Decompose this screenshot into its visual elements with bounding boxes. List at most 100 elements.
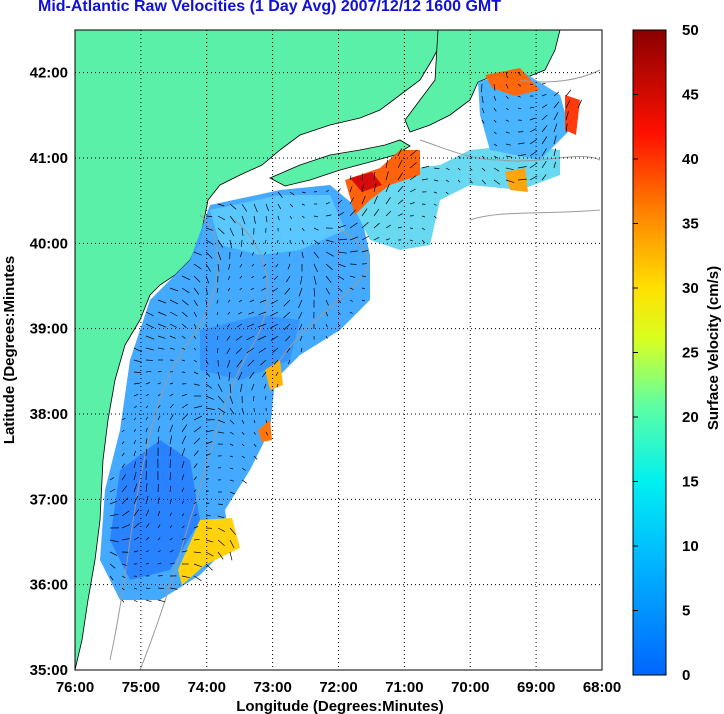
velocity-arrow (169, 549, 174, 553)
velocity-arrow (313, 287, 316, 297)
velocity-arrow (193, 335, 197, 339)
velocity-arrow (133, 359, 143, 363)
velocity-arrow (145, 509, 150, 517)
velocity-arrow (109, 551, 118, 556)
velocity-arrow (313, 275, 317, 285)
longitude-tick-label: 76:00 (56, 679, 94, 696)
velocity-arrow (283, 323, 291, 330)
velocity-arrow (217, 215, 226, 221)
velocity-arrow (337, 199, 343, 205)
velocity-arrow (121, 524, 131, 529)
velocity-arrow (181, 403, 188, 409)
velocity-arrow (205, 551, 214, 557)
velocity-arrow (205, 514, 211, 517)
velocity-arrow (249, 299, 255, 303)
velocity-arrow (565, 99, 571, 109)
velocity-arrow (181, 323, 187, 328)
velocity-arrow (505, 107, 509, 111)
velocity-arrow (239, 275, 243, 279)
longitude-tick-label: 72:00 (319, 679, 357, 696)
velocity-arrow (517, 71, 521, 76)
velocity-arrow (235, 335, 243, 341)
velocity-arrow (133, 550, 139, 553)
velocity-arrow (337, 238, 347, 241)
velocity-arrow (181, 513, 185, 517)
velocity-arrow (157, 415, 161, 421)
velocity-arrow (349, 263, 357, 265)
velocity-arrow (541, 83, 546, 85)
velocity-arrow (205, 275, 210, 284)
velocity-arrow (253, 443, 257, 448)
velocity-arrow (169, 335, 176, 339)
velocity-arrow (157, 587, 165, 589)
velocity-arrow (270, 311, 279, 317)
velocity-arrow (193, 575, 202, 582)
velocity-arrow (181, 447, 186, 457)
velocity-arrow (205, 502, 210, 505)
velocity-arrow (257, 335, 267, 341)
velocity-arrow (349, 222, 358, 229)
velocity-arrow (273, 359, 279, 365)
velocity-arrow (313, 251, 319, 259)
velocity-arrow (181, 413, 188, 421)
velocity-arrow (121, 452, 125, 457)
velocity-arrow (505, 71, 508, 79)
velocity-arrow (433, 167, 440, 170)
velocity-arrow (169, 323, 177, 328)
velocity-arrow (259, 299, 267, 303)
velocity-arrow (193, 251, 202, 256)
velocity-arrow (272, 287, 279, 293)
velocity-arrow (385, 238, 391, 241)
latitude-tick-label: 41:00 (30, 150, 68, 167)
velocity-arrow (217, 383, 223, 392)
velocity-arrow (205, 227, 214, 231)
velocity-arrow (121, 575, 126, 579)
velocity-arrow (169, 459, 171, 469)
velocity-arrow (529, 128, 537, 133)
velocity-arrow (133, 417, 137, 421)
velocity-arrow (121, 497, 129, 505)
velocity-arrow (276, 251, 279, 256)
velocity-arrow (385, 171, 389, 181)
velocity-arrow (337, 263, 346, 268)
velocity-arrow (193, 489, 197, 493)
velocity-arrow (445, 167, 450, 171)
velocity-arrow (133, 393, 139, 397)
velocity-arrow (193, 263, 202, 270)
velocity-arrow (517, 142, 525, 145)
velocity-arrow (493, 167, 500, 172)
velocity-arrow (385, 224, 391, 229)
velocity-arrow (361, 173, 363, 181)
velocity-arrow (145, 438, 148, 445)
velocity-arrow (240, 239, 243, 247)
velocity-arrow (216, 311, 219, 316)
latitude-tick-label: 42:00 (30, 65, 68, 82)
velocity-arrow (276, 383, 279, 388)
velocity-arrow (229, 395, 234, 405)
velocity-arrow (286, 347, 291, 353)
velocity-arrow (289, 215, 292, 219)
velocity-arrow (121, 474, 126, 481)
velocity-arrow (157, 335, 166, 339)
velocity-arrow (257, 323, 267, 328)
velocity-arrow (145, 382, 151, 385)
velocity-arrow (145, 550, 150, 553)
velocity-arrow (145, 496, 149, 505)
velocity-arrow (193, 371, 199, 375)
velocity-arrow (227, 311, 231, 315)
velocity-arrow (361, 195, 366, 205)
velocity-arrow (241, 215, 246, 225)
velocity-arrow (409, 239, 414, 242)
velocity-arrow (217, 407, 226, 414)
velocity-arrow (253, 431, 256, 435)
velocity-arrow (253, 455, 258, 460)
velocity-arrow (270, 335, 279, 341)
velocity-arrow (193, 551, 202, 554)
velocity-arrow (313, 191, 318, 193)
velocity-arrow (275, 263, 279, 268)
velocity-arrow (145, 347, 154, 351)
velocity-arrow (121, 563, 127, 566)
velocity-arrow (361, 235, 369, 241)
velocity-arrow (133, 440, 136, 445)
velocity-arrow (157, 311, 167, 316)
